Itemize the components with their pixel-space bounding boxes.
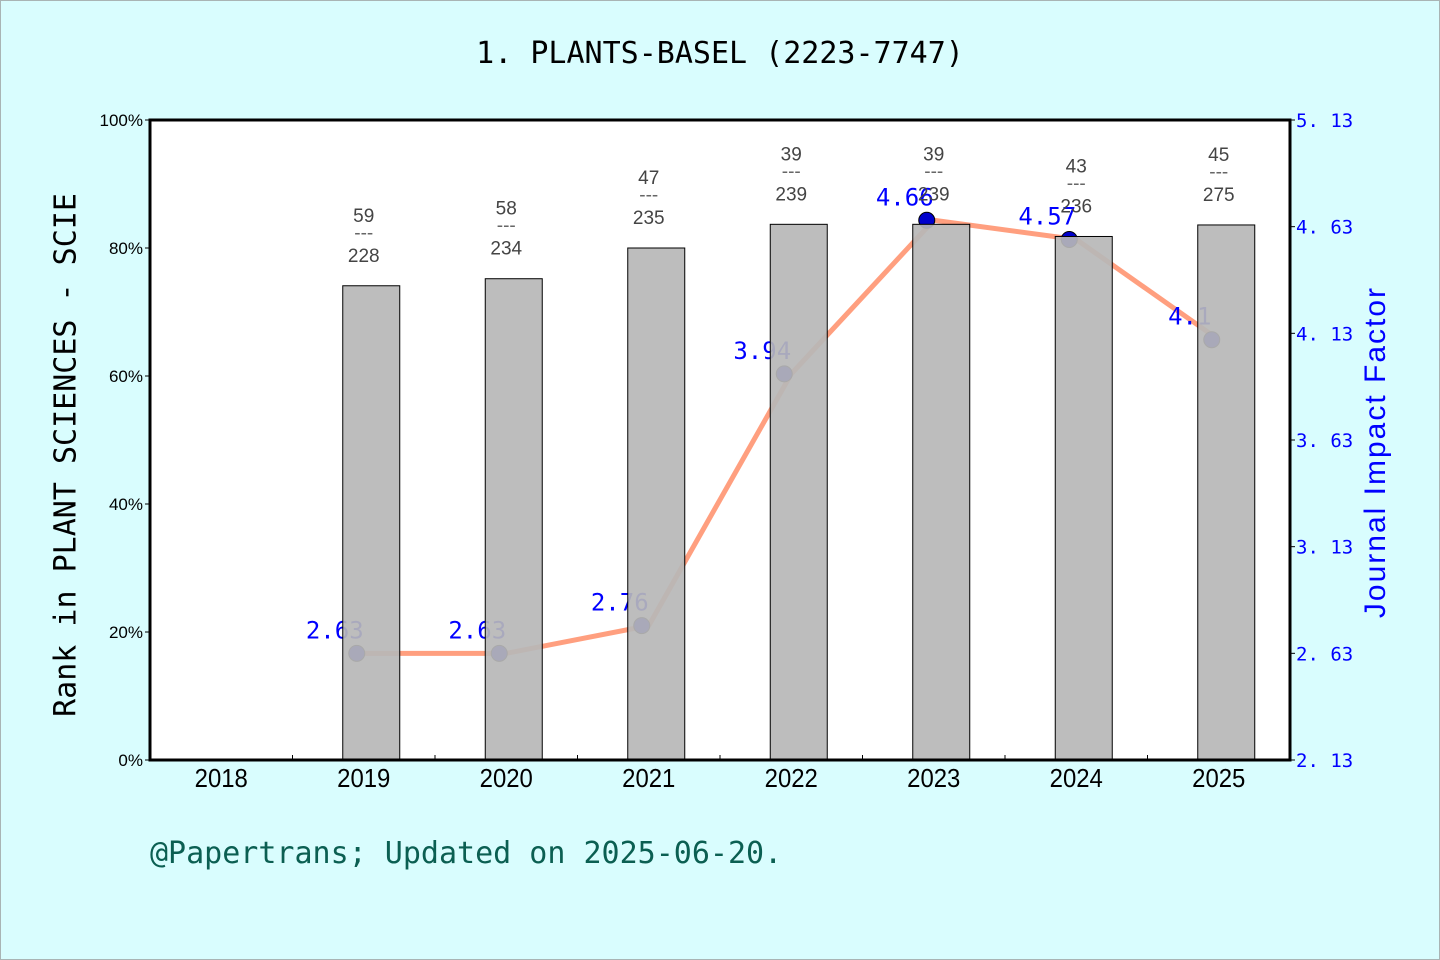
x-tick-label: 2023 [907,764,960,793]
left-tick-label: 100% [100,111,143,130]
right-tick-label: 2. 63 [1296,643,1353,665]
x-tick-label: 2025 [1192,764,1245,793]
x-tick-label: 2021 [622,764,675,793]
rank-bar [1054,235,1113,761]
rank-divider: --- [1209,162,1228,183]
rank-divider: --- [782,161,801,182]
left-tick-label: 20% [109,623,143,642]
rank-bar [912,223,971,761]
impact-factor-label: 4.57 [1018,202,1076,230]
rank-numerator: 43 [1066,156,1087,177]
right-tick-label: 3. 13 [1296,537,1353,559]
right-tick-label: 2. 13 [1296,750,1353,772]
rank-divider: --- [639,185,658,206]
rank-numerator: 45 [1208,145,1229,166]
rank-denominator: 234 [490,239,522,260]
rank-divider: --- [354,223,373,244]
chart-title: 1. PLANTS-BASEL (2223-7747) [476,36,964,71]
rank-divider: --- [1067,173,1086,194]
rank-denominator: 275 [1203,185,1235,206]
rank-bar [484,278,543,761]
x-tick-label: 2019 [337,764,390,793]
rank-denominator: 239 [918,184,950,205]
rank-numerator: 39 [923,144,944,165]
right-tick-label: 3. 63 [1296,430,1353,452]
right-tick-label: 4. 63 [1296,217,1353,239]
rank-bar [627,247,686,761]
x-tick-label: 2022 [765,764,818,793]
rank-bar [1197,224,1256,761]
rank-denominator: 228 [348,246,380,267]
rank-divider: --- [924,161,943,182]
left-tick-label: 80% [109,239,143,258]
rank-numerator: 39 [781,144,802,165]
rank-divider: --- [497,216,516,237]
plot-area [150,120,1290,760]
left-tick-label: 60% [109,367,143,386]
right-tick-label: 4. 13 [1296,323,1353,345]
rank-numerator: 58 [496,199,517,220]
footer-credit: @Papertrans; Updated on 2025-06-20. [150,836,783,871]
rank-numerator: 59 [353,206,374,227]
left-tick-label: 40% [109,495,143,514]
x-tick-label: 2018 [195,764,248,793]
rank-denominator: 239 [775,184,807,205]
rank-bar [342,285,401,761]
rank-denominator: 236 [1060,196,1092,217]
impact-factor-label: 4.66 [876,183,934,211]
rank-bar [769,223,828,761]
rank-denominator: 235 [633,208,665,229]
x-tick-label: 2020 [480,764,533,793]
rank-numerator: 47 [638,168,659,189]
right-tick-label: 5. 13 [1296,110,1353,132]
left-tick-label: 0% [118,751,143,770]
x-tick-label: 2024 [1050,764,1103,793]
